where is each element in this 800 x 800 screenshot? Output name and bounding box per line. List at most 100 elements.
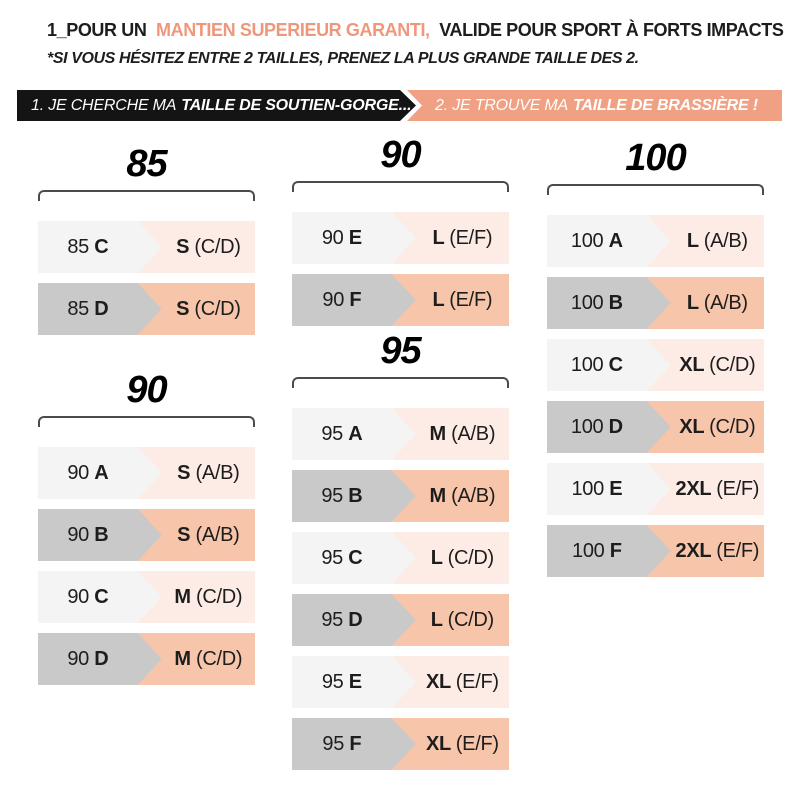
bra-size-cell <box>38 283 162 335</box>
size-row: 95 F XL (E/F) <box>292 718 509 770</box>
bra-size-cell <box>38 447 162 499</box>
bralette-size: M <box>174 647 197 670</box>
bra-size-cell <box>547 215 671 267</box>
bralette-size-label: XL (C/D) <box>671 401 764 453</box>
cup-letter: F <box>349 288 362 311</box>
band-number: 100 <box>570 353 609 376</box>
band-number: 90 <box>67 461 95 484</box>
size-rows: 100 A L (A/B) 100 B L (A/B) 100 C XL (C/D) 100… <box>547 215 764 577</box>
bra-size-cell <box>547 277 671 329</box>
band-number: 95 <box>322 732 350 755</box>
step2-prefix: 2. JE TROUVE MA <box>435 96 569 114</box>
size-group: 100 100 A L (A/B) 100 B L (A/B) 100 C XL (C/D)… <box>547 136 764 587</box>
cup-range: (A/B) <box>703 229 748 252</box>
bralette-size-label: L (A/B) <box>671 215 764 267</box>
step2-bold: TAILLE DE BRASSIÈRE ! <box>573 96 758 114</box>
bralette-size-label: L (C/D) <box>416 594 509 646</box>
cup-range: (C/D) <box>709 353 756 376</box>
size-row: 95 C L (C/D) <box>292 532 509 584</box>
cup-range: (A/B) <box>451 422 496 445</box>
bralette-size-label: M (C/D) <box>162 571 255 623</box>
cup-range: (C/D) <box>447 546 495 569</box>
page-title: 1_POUR UN MANTIEN SUPERIEUR GARANTI, VAL… <box>47 20 784 41</box>
bra-size-cell <box>292 594 416 646</box>
bralette-size: L <box>432 288 450 311</box>
bralette-size: M <box>429 484 452 507</box>
band-number: 100 <box>572 539 610 562</box>
bra-size-label: 90 D <box>38 633 138 685</box>
bra-size-cell <box>292 274 416 326</box>
band-number: 100 <box>570 291 609 314</box>
title-suffix: VALIDE POUR SPORT À FORTS IMPACTS <box>439 20 784 40</box>
band-number: 90 <box>67 585 95 608</box>
band-number: 100 <box>571 477 610 500</box>
bralette-size-label: L (A/B) <box>671 277 764 329</box>
bralette-size-label: 2XL (E/F) <box>671 525 764 577</box>
step2-banner: 2. JE TROUVE MA TAILLE DE BRASSIÈRE ! <box>407 90 782 121</box>
bralette-size-label: L (C/D) <box>416 532 509 584</box>
size-row: 95 B M (A/B) <box>292 470 509 522</box>
bralette-size: 2XL <box>675 477 717 500</box>
size-rows: 95 A M (A/B) 95 B M (A/B) 95 C L (C/D) 95 D L (… <box>292 408 509 770</box>
band-number: 95 <box>321 608 349 631</box>
bralette-size: S <box>177 461 196 484</box>
bracket <box>292 181 509 192</box>
cup-letter: B <box>348 484 363 507</box>
bra-size-cell <box>547 463 671 515</box>
cup-range: (E/F) <box>449 288 493 311</box>
bralette-size: XL <box>679 415 710 438</box>
size-row: 100 E 2XL (E/F) <box>547 463 764 515</box>
bracket <box>38 190 255 201</box>
cup-letter: C <box>608 353 623 376</box>
bralette-size-label: S (C/D) <box>162 221 255 273</box>
bralette-size-label: M (A/B) <box>416 470 509 522</box>
bralette-size-label: S (C/D) <box>162 283 255 335</box>
bra-size-cell <box>38 221 162 273</box>
cup-letter: B <box>608 291 623 314</box>
cup-range: (C/D) <box>194 235 241 258</box>
bralette-size: M <box>174 585 197 608</box>
bra-size-label: 90 F <box>292 274 392 326</box>
bra-size-cell <box>292 470 416 522</box>
cup-range: (E/F) <box>716 477 760 500</box>
header: 1_POUR UN MANTIEN SUPERIEUR GARANTI, VAL… <box>47 20 784 68</box>
bra-size-label: 95 D <box>292 594 392 646</box>
cup-letter: E <box>348 670 362 693</box>
bra-size-label: 100 A <box>547 215 647 267</box>
bra-size-label: 90 B <box>38 509 138 561</box>
band-number: 90 <box>67 523 95 546</box>
bra-size-label: 95 E <box>292 656 392 708</box>
cup-letter: F <box>609 539 622 562</box>
cup-letter: A <box>608 229 623 252</box>
size-row: 100 A L (A/B) <box>547 215 764 267</box>
cup-range: (A/B) <box>195 461 240 484</box>
cup-letter: F <box>349 732 362 755</box>
size-rows: 90 E L (E/F) 90 F L (E/F) <box>292 212 509 326</box>
bra-size-label: 85 C <box>38 221 138 273</box>
cup-letter: C <box>94 235 109 258</box>
bracket <box>38 416 255 427</box>
cup-letter: C <box>94 585 109 608</box>
bralette-size: L <box>686 229 704 252</box>
band-number: 90 <box>67 647 95 670</box>
band-number: 95 <box>321 546 349 569</box>
band-size-heading: 100 <box>625 137 686 179</box>
bralette-size-label: L (E/F) <box>416 212 509 264</box>
size-row: 85 C S (C/D) <box>38 221 255 273</box>
bra-size-label: 95 C <box>292 532 392 584</box>
bra-size-cell <box>547 401 671 453</box>
band-number: 95 <box>321 484 349 507</box>
title-prefix: 1_POUR UN <box>47 20 147 40</box>
step1-prefix: 1. JE CHERCHE MA <box>31 96 177 114</box>
bra-size-cell <box>38 571 162 623</box>
bra-size-label: 100 B <box>547 277 647 329</box>
size-row: 90 F L (E/F) <box>292 274 509 326</box>
bra-size-cell <box>292 532 416 584</box>
bralette-size: XL <box>425 732 456 755</box>
cup-range: (A/B) <box>195 523 240 546</box>
bralette-size: L <box>430 546 448 569</box>
size-row: 95 A M (A/B) <box>292 408 509 460</box>
